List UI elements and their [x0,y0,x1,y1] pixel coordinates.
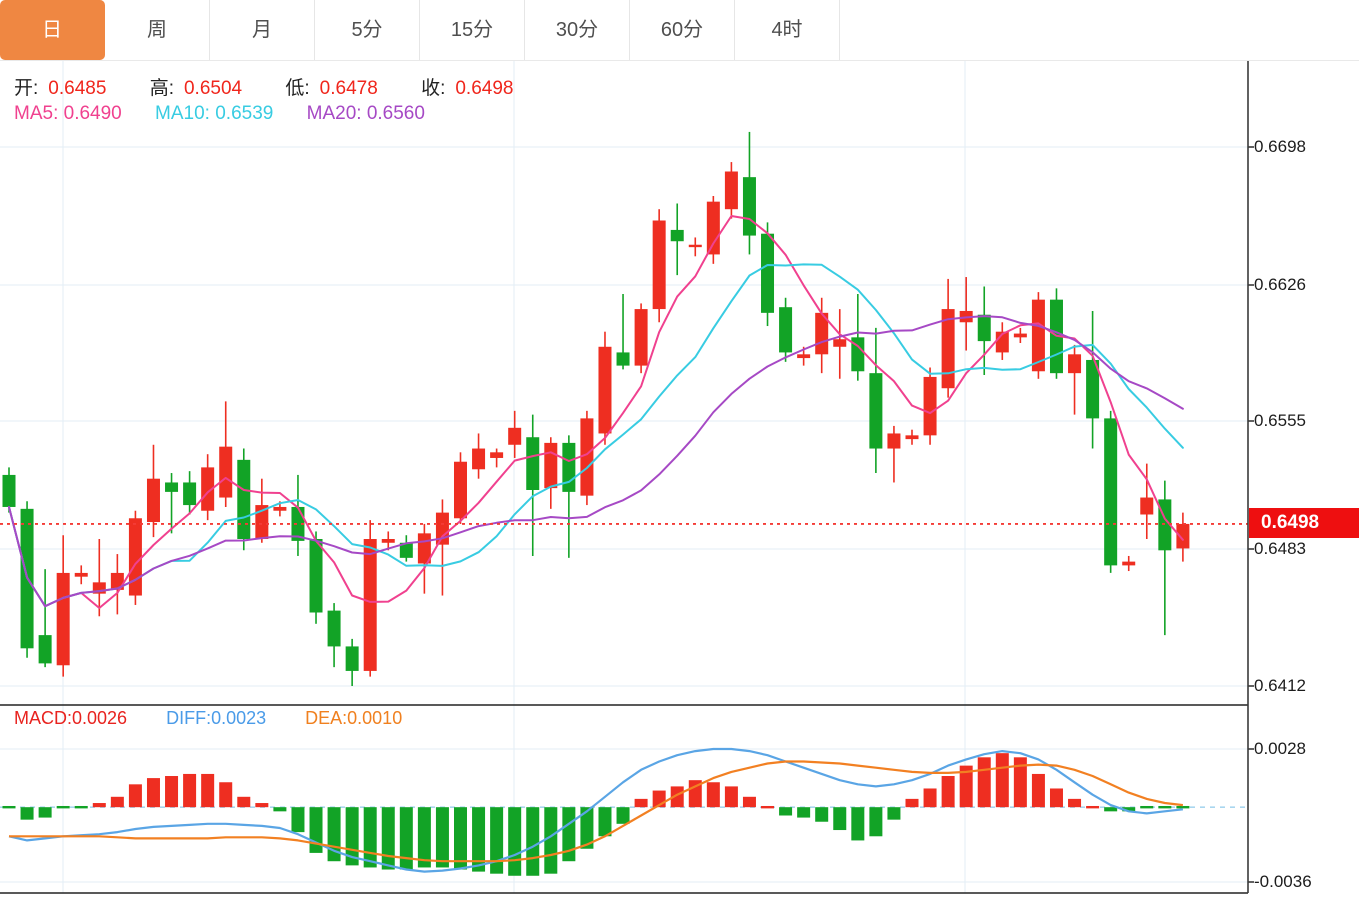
tab-周[interactable]: 周 [105,0,210,60]
diff-value: DIFF:0.0023 [166,708,267,728]
price-axis-label: 0.6698 [1254,137,1306,156]
high-label: 高: [149,78,174,99]
ma5-line [8,215,1184,609]
period-tabbar: 日周月 5分 15分 30分 60分 4时 [0,0,1359,61]
tab-月[interactable]: 月 [210,0,315,60]
tab-5分[interactable]: 5分 [315,0,420,60]
price-axis-label: 0.6412 [1254,676,1306,695]
high-value: 0.6504 [183,78,243,99]
low-label: 低: [285,78,310,99]
macd-histogram [2,753,1190,876]
macd-axis-label: 0.0028 [1254,739,1306,758]
ma20-legend: MA20: 0.6560 [306,103,425,124]
close-value: 0.6498 [455,78,514,99]
ma10-line [8,263,1184,608]
low-value: 0.6478 [319,78,378,99]
ma20-line [8,315,1184,608]
ohlc-legend: 开: 0.6485 高: 0.6504 低: 0.6478 收: 0.6498 [14,73,523,100]
candles [2,131,1190,686]
open-label: 开: [14,78,39,99]
axis-frame [0,60,1254,894]
last-price-badge: 0.6498 [1249,508,1359,538]
price-axis-label: 0.6483 [1254,539,1306,558]
tab-15分[interactable]: 15分 [420,0,525,60]
price-axis-label: 0.6555 [1254,411,1306,430]
ma10-legend: MA10: 0.6539 [155,103,274,124]
macd-legend: MACD:0.0026 DIFF:0.0023 DEA:0.0010 [14,708,412,729]
dea-line [9,760,1184,863]
macd-axis-label: -0.0036 [1254,872,1312,891]
ma-legend: MA5: 0.6490 MA10: 0.6539 MA20: 0.6560 [14,103,435,125]
price-axis-label: 0.6626 [1254,275,1306,294]
open-value: 0.6485 [48,78,107,99]
dea-value: DEA:0.0010 [305,708,403,728]
macd-value: MACD:0.0026 [14,708,128,728]
ma5-legend: MA5: 0.6490 [14,103,122,124]
gridlines [0,60,1248,893]
diff-line [8,747,1184,873]
tab-30分[interactable]: 30分 [525,0,630,60]
tab-日[interactable]: 日 [0,0,105,60]
tab-60分[interactable]: 60分 [630,0,735,60]
tab-4时[interactable]: 4时 [735,0,840,60]
close-label: 收: [421,78,446,99]
